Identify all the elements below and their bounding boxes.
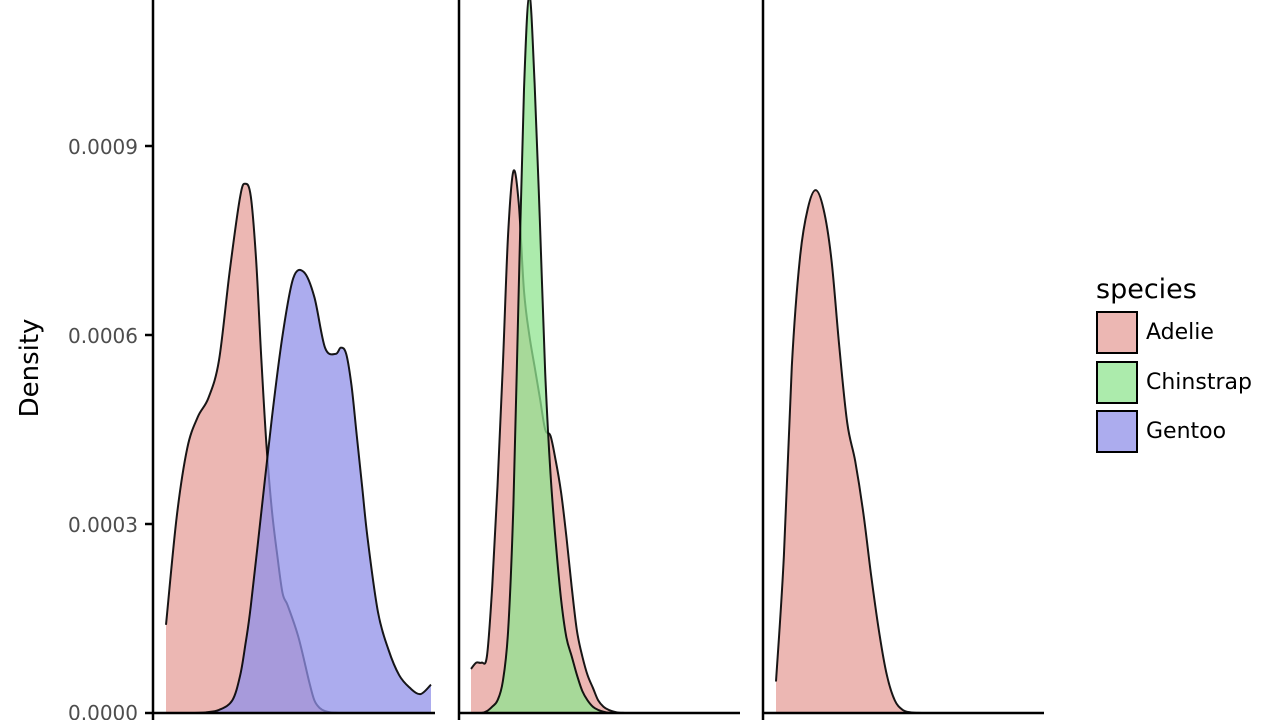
axes <box>145 0 1044 720</box>
legend-key-chinstrap <box>1096 361 1138 404</box>
density-area-chinstrap <box>471 0 736 713</box>
legend-label-gentoo: Gentoo <box>1146 419 1226 444</box>
y-axis-title: Density <box>15 319 45 418</box>
density-area-adelie <box>166 183 431 714</box>
density-line-gentoo <box>166 268 432 714</box>
y-tick-label: 0.0009 <box>68 135 138 159</box>
density-area-adelie <box>776 190 1040 714</box>
legend-key-gentoo <box>1096 410 1138 453</box>
y-tick-label: 0.0003 <box>68 513 138 537</box>
legend: species Adelie Chinstrap Gentoo <box>1096 274 1252 453</box>
y-tick-label: 0.0000 <box>68 701 138 720</box>
legend-label-chinstrap: Chinstrap <box>1146 370 1252 395</box>
legend-label-adelie: Adelie <box>1146 320 1214 345</box>
legend-key-adelie <box>1096 311 1138 354</box>
y-tick-label: 0.0006 <box>68 324 138 348</box>
legend-title: species <box>1096 274 1197 305</box>
density-area-gentoo <box>166 269 431 713</box>
